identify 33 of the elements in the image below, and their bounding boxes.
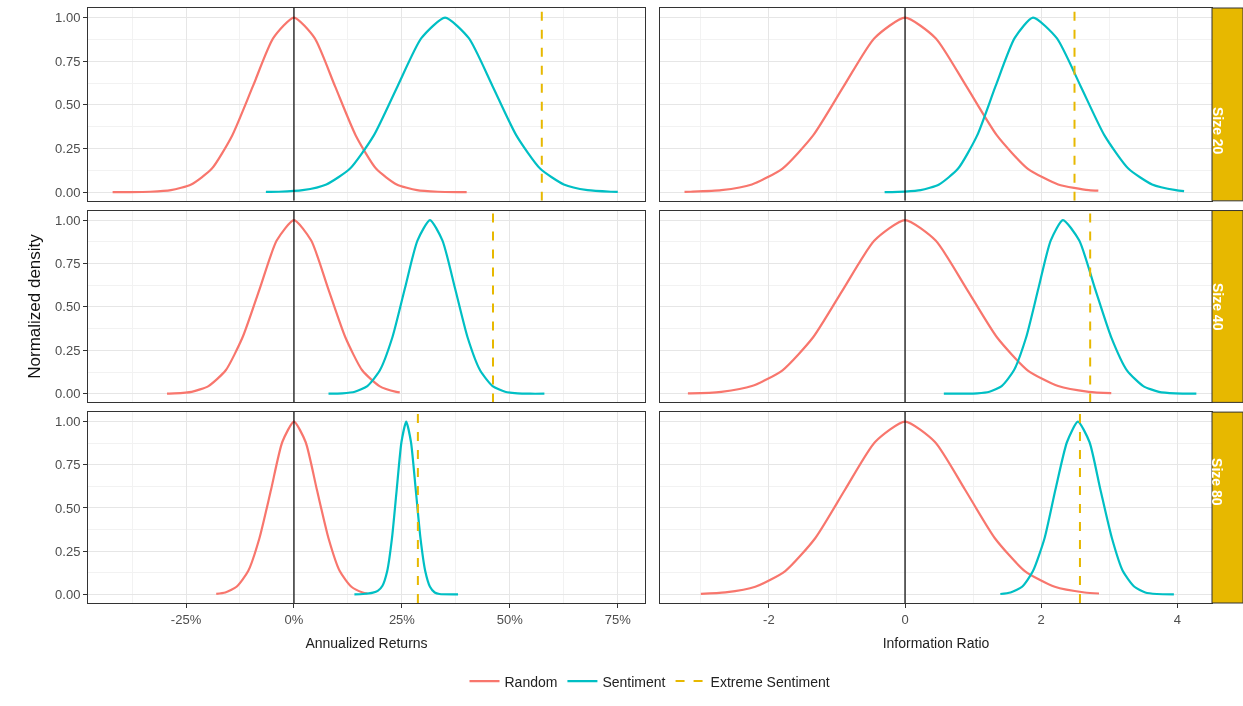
y-tick-label: 0.25 <box>55 543 81 559</box>
y-tick-label: 1.00 <box>55 212 81 228</box>
x-tick-label: -25% <box>170 611 202 627</box>
annotation: Size 40 <box>1209 282 1226 331</box>
y-tick-label: 0.75 <box>55 53 81 69</box>
legend-label: Extreme Sentiment <box>710 673 830 690</box>
x-tick-label: 2 <box>1037 611 1045 627</box>
x-tick-label: 4 <box>1173 611 1181 627</box>
y-tick-label: 0.00 <box>55 586 81 602</box>
y-tick-label: 0.50 <box>55 299 81 315</box>
annotation: Size 80 <box>1209 458 1226 506</box>
y-tick-label: 0.25 <box>55 141 81 157</box>
x-tick-label: -2 <box>763 611 775 627</box>
x-tick-label: 50% <box>496 611 524 627</box>
annotation: Size 20 <box>1209 106 1226 155</box>
y-tick-label: 1.00 <box>55 414 81 430</box>
legend-label: Random <box>504 673 558 690</box>
y-tick-label: 1.00 <box>55 10 81 26</box>
y-tick-label: 0.50 <box>55 97 81 113</box>
y-tick-label: 0.75 <box>55 256 81 272</box>
x-tick-label: 0 <box>901 611 909 627</box>
x-tick-label: 0% <box>284 611 304 627</box>
y-tick-label: 0.25 <box>55 342 81 358</box>
x-tick-label: 25% <box>388 611 416 627</box>
legend-label: Sentiment <box>602 673 666 690</box>
x-tick-label: 75% <box>604 611 632 627</box>
y-tick-label: 0.50 <box>55 500 81 516</box>
y-tick-label: 0.75 <box>55 457 81 473</box>
x-axis-title: Information Ratio <box>882 634 990 651</box>
y-tick-label: 0.00 <box>55 184 81 200</box>
y-tick-label: 0.00 <box>55 386 81 402</box>
x-axis-title: Annualized Returns <box>305 634 428 651</box>
y-axis-title: Normalized density <box>24 233 44 379</box>
